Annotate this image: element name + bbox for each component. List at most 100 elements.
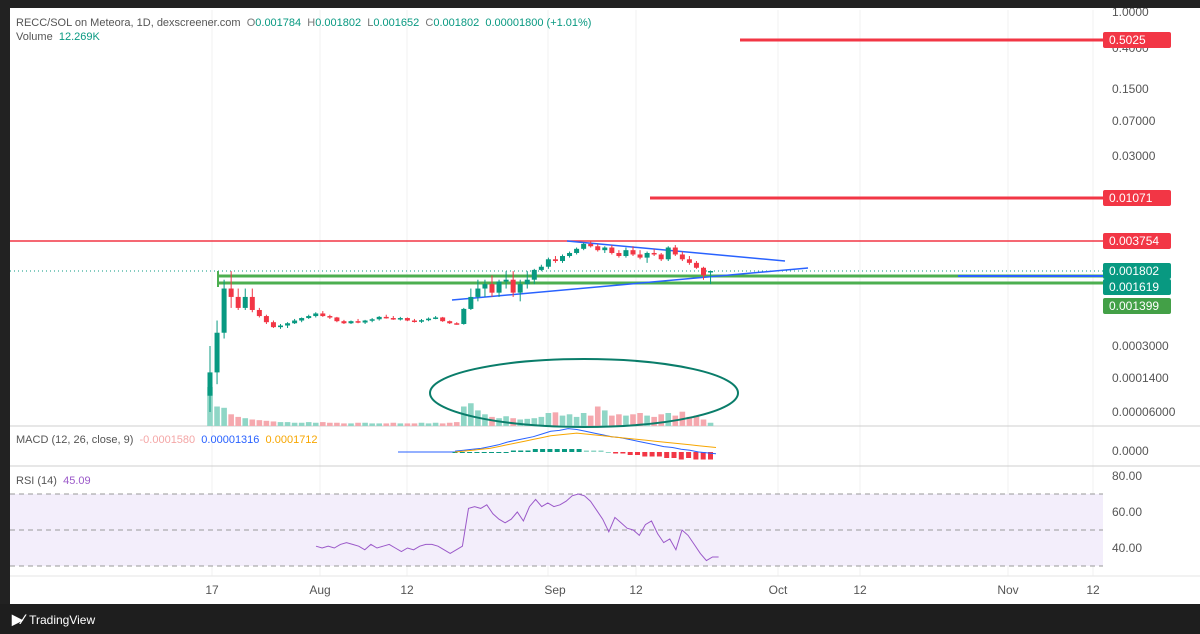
macd-hist-bar [686,452,692,458]
candle-body [693,262,699,268]
volume-bar [503,416,509,426]
footer-bar [0,604,1200,634]
change-value: 0.00001800 (+1.01%) [485,17,592,29]
price-badge [1103,190,1171,206]
time-tick: Aug [309,583,330,597]
macd-hist-bar [569,449,575,452]
macd-hist-bar [693,452,699,460]
candle-body [404,318,410,321]
candle-body [602,247,608,251]
volume-bar [284,422,291,426]
macd-hist-bar [547,449,553,452]
macd-hist-value: -0.0001580 [139,434,196,446]
volume-ellipse-annotation[interactable] [429,358,739,428]
candle-body [630,250,636,255]
macd-hist-bar [481,452,487,453]
triangle-lower-trendline[interactable] [451,267,809,301]
rsi-value: 45.09 [63,475,91,487]
price-badge [1103,32,1171,48]
volume-bar [693,415,700,426]
candle-body [560,256,565,262]
candle-body [419,320,424,322]
volume-bar [594,406,601,426]
candle-body [503,279,509,282]
volume-bar [355,422,361,426]
candle-body [588,243,594,247]
volume-bar [383,423,390,426]
volume-bar [573,416,580,426]
candle-body [672,247,678,255]
macd-hist-bar [554,449,560,452]
candle-body [461,308,467,324]
volume-bar [305,422,312,426]
macd-signal-value: 0.0001712 [265,434,318,446]
volume-bar [461,406,467,426]
macd-hist-bar [525,450,531,452]
macd-hist-bar [467,452,473,453]
price-badge-text: 0.001619 [1109,280,1159,294]
volume-bar [418,422,425,426]
volume-bar [439,423,446,426]
volume-label[interactable]: Volume [16,31,53,43]
volume-bar [446,422,453,426]
volume-bar [312,422,319,426]
volume-bar [242,418,249,426]
macd-hist-bar [642,452,648,457]
candle-body [440,317,446,322]
candle-body [355,321,361,323]
macd-hist-bar [562,449,567,452]
candle-body [496,281,502,293]
volume-bar [249,419,256,426]
rsi-label[interactable]: RSI (14) [16,475,57,487]
time-tick: 12 [629,583,643,597]
macd-line [454,428,717,455]
candle-body [221,288,227,333]
candle-body [637,254,643,258]
candle-body [348,321,354,324]
volume-bar [425,423,432,426]
symbol-title[interactable]: RECC/SOL on Meteora, 1D, dexscreener.com [16,17,241,29]
candle-body [242,296,248,308]
macd-hist-bar [459,452,465,453]
time-axis[interactable]: 17 Aug 12 Sep 12 Oct 12 Nov 12 [205,583,1100,597]
price-badge [1103,263,1171,279]
candle-body [531,269,537,280]
volume-bars [207,387,714,426]
price-axis[interactable]: 1.00000.40000.15000.070000.030000.000300… [1112,5,1176,419]
volume-bar [348,423,354,426]
price-tick: 0.07000 [1112,114,1156,128]
candle-body [383,316,389,319]
candle-body [397,318,403,320]
volume-bar [214,406,220,426]
volume-bar [432,422,439,426]
macd-hist-bar [576,449,582,452]
volume-bar [587,415,594,426]
time-tick: 12 [853,583,867,597]
volume-bar [637,413,643,426]
volume-bar [623,415,629,426]
macd-hist-bar [627,452,633,455]
volume-bar [235,416,241,426]
macd-hist-bar [700,452,706,460]
volume-bar [376,423,382,426]
volume-bar [390,422,397,426]
volume-bar [524,418,531,426]
time-tick: 12 [400,583,414,597]
volume-bar [397,423,404,426]
volume-bar [510,418,516,426]
macd-label[interactable]: MACD (12, 26, close, 9) [16,434,134,446]
volume-bar [362,422,368,426]
macd-hist-bar [474,452,480,453]
candle-body [263,316,269,323]
price-tick: 0.03000 [1112,149,1156,163]
candle-body [447,321,453,324]
tradingview-logo[interactable]: ▶⁄ TradingView [12,611,95,628]
candle-body [376,316,382,320]
candle-body [454,323,460,325]
candle-body [538,266,544,270]
candle-body [390,318,396,320]
volume-bar [545,413,552,426]
time-tick: 12 [1086,583,1100,597]
candle-body [468,296,474,309]
